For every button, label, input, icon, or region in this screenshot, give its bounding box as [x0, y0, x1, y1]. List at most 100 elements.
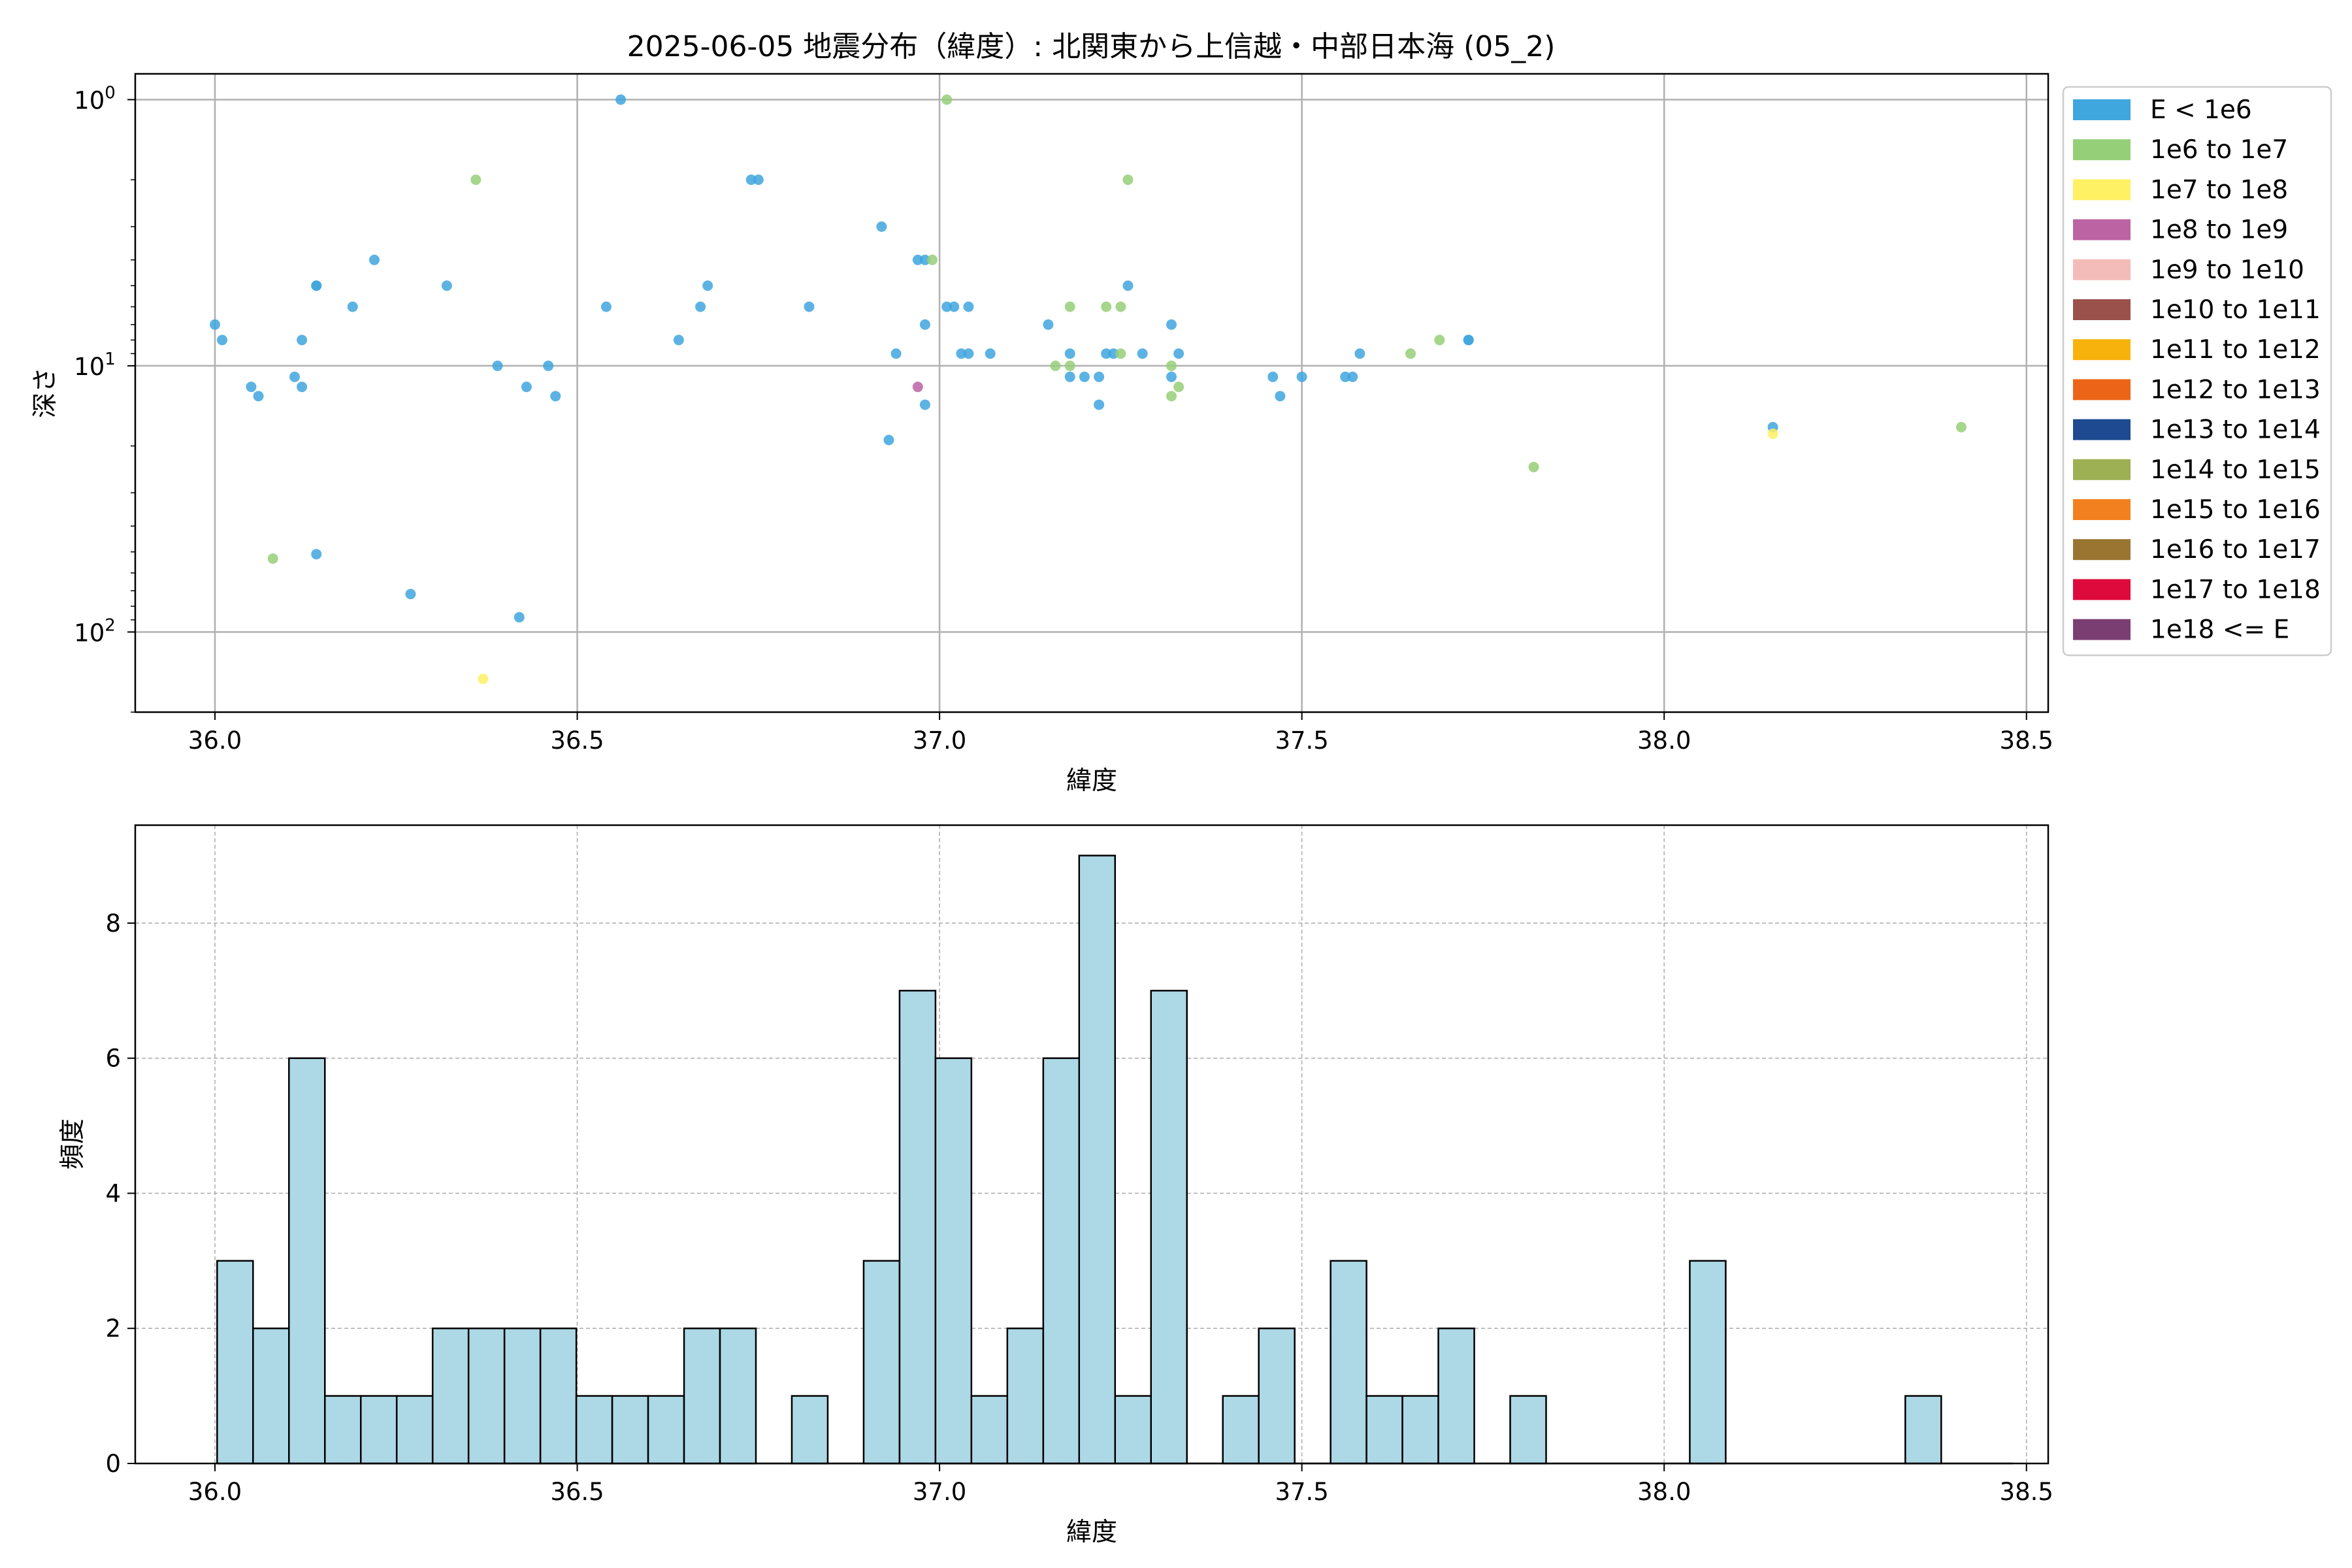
scatter-point	[441, 280, 452, 291]
scatter-point	[1267, 371, 1279, 382]
histogram-bar	[898, 990, 937, 1465]
scatter-y-ticks: 100 101 102	[74, 83, 135, 713]
histogram-y-ticks: 0 2 4 6 8	[105, 909, 135, 1478]
scatter-point	[1166, 319, 1177, 330]
scatter-gridlines	[135, 74, 2048, 712]
histogram-bar	[1222, 1395, 1260, 1465]
scatter-point	[405, 589, 416, 600]
scatter-point	[1296, 371, 1307, 382]
scatter-point	[478, 674, 489, 685]
histogram-bar	[1042, 1057, 1081, 1465]
scatter-point	[1173, 382, 1184, 393]
scatter-point	[1137, 348, 1148, 359]
scatter-point	[1101, 348, 1112, 359]
histogram-x-tick-label: 37.0	[913, 1478, 966, 1506]
scatter-point	[514, 612, 525, 623]
scatter-point	[695, 301, 706, 312]
scatter-point	[1094, 371, 1105, 382]
histogram-axes-frame	[134, 824, 2050, 1465]
histogram-bar	[575, 1395, 613, 1465]
legend-label: E < 1e6	[2150, 95, 2252, 125]
scatter-x-tick-label: 38.5	[2000, 727, 2053, 755]
scatter-point	[963, 348, 974, 359]
scatter-point	[1354, 348, 1365, 359]
legend-swatch	[2073, 339, 2131, 361]
scatter-point	[1405, 348, 1416, 359]
scatter-point	[615, 94, 627, 105]
scatter-point	[804, 301, 815, 312]
scatter-point	[673, 335, 684, 346]
histogram-bar	[539, 1327, 578, 1465]
histogram-bar	[934, 1057, 973, 1465]
legend-label: 1e17 to 1e18	[2150, 575, 2321, 604]
legend-swatch	[2073, 459, 2131, 480]
scatter-point	[1166, 391, 1177, 402]
scatter-point	[1173, 348, 1184, 359]
scatter-point	[543, 360, 554, 371]
legend-label: 1e14 to 1e15	[2150, 455, 2321, 485]
scatter-x-tick-label: 36.0	[188, 727, 242, 755]
scatter-point	[1115, 348, 1126, 359]
legend-swatch	[2073, 139, 2131, 161]
scatter-point	[1275, 391, 1286, 402]
scatter-point	[702, 280, 713, 291]
histogram-bar	[395, 1395, 434, 1465]
histogram-ylabel: 頻度	[58, 1119, 88, 1169]
legend-label: 1e8 to 1e9	[2150, 216, 2288, 245]
scatter-point	[1434, 335, 1445, 346]
scatter-point	[1043, 319, 1054, 330]
histogram-bar	[1401, 1395, 1439, 1465]
scatter-point	[1064, 371, 1075, 382]
legend-swatch	[2073, 499, 2131, 520]
histogram-bar	[467, 1327, 506, 1465]
histogram-bar	[1006, 1327, 1045, 1465]
histogram-bar	[431, 1327, 470, 1465]
histogram-bar	[288, 1057, 326, 1465]
legend-swatch	[2073, 419, 2131, 440]
scatter-point	[470, 174, 482, 186]
legend-label: 1e11 to 1e12	[2150, 335, 2321, 365]
scatter-point	[1166, 360, 1177, 371]
scatter-point	[1955, 421, 1967, 433]
scatter-point	[1340, 371, 1351, 382]
scatter-point	[521, 382, 532, 393]
scatter-point	[289, 371, 300, 382]
histogram-bar	[862, 1260, 901, 1465]
scatter-point	[1108, 348, 1119, 359]
chart-title: 2025-06-05 地震分布（緯度）: 北関東から上信越・中部日本海 (05_…	[627, 30, 1556, 63]
histogram-x-tick-label: 38.0	[1637, 1478, 1691, 1506]
scatter-point	[876, 221, 887, 232]
legend-items: E < 1e6 1e6 to 1e7 1e7 to 1e8 1e8 to 1e9 1e9…	[2073, 95, 2321, 645]
scatter-point	[347, 301, 358, 312]
scatter-point	[369, 254, 380, 265]
scatter-axes-frame	[134, 73, 2050, 713]
histogram-bar	[324, 1395, 362, 1465]
histogram-bar	[1150, 990, 1188, 1465]
histogram-xlabel: 緯度	[1066, 1518, 1117, 1547]
scatter-point	[1463, 335, 1474, 346]
scatter-point	[1094, 399, 1105, 410]
scatter-y-tick-label: 101	[74, 350, 116, 381]
legend-label: 1e15 to 1e16	[2150, 495, 2321, 525]
scatter-points	[210, 94, 1967, 685]
histogram-bar	[1330, 1260, 1367, 1465]
legend-swatch	[2073, 579, 2131, 600]
histogram-bar	[647, 1395, 685, 1465]
legend-swatch	[2073, 619, 2131, 640]
histogram-bar	[970, 1395, 1009, 1465]
scatter-point	[1079, 371, 1090, 382]
legend-swatch	[2073, 99, 2131, 120]
scatter-point	[1122, 280, 1134, 291]
histogram-bar	[252, 1327, 290, 1465]
scatter-point	[927, 254, 938, 265]
histogram-panel: 36.0 36.5 37.0 37.5 38.0 38.5 0 2 4 6 8 緯度 頻度	[58, 824, 2053, 1547]
histogram-y-tick-label: 6	[105, 1045, 121, 1073]
histogram-y-tick-label: 8	[105, 909, 121, 938]
scatter-point	[963, 301, 974, 312]
legend-label: 1e12 to 1e13	[2150, 375, 2321, 404]
scatter-point	[919, 399, 930, 410]
scatter-point	[941, 301, 953, 312]
histogram-bar	[1437, 1327, 1475, 1465]
scatter-ylabel: 深さ	[31, 367, 60, 418]
